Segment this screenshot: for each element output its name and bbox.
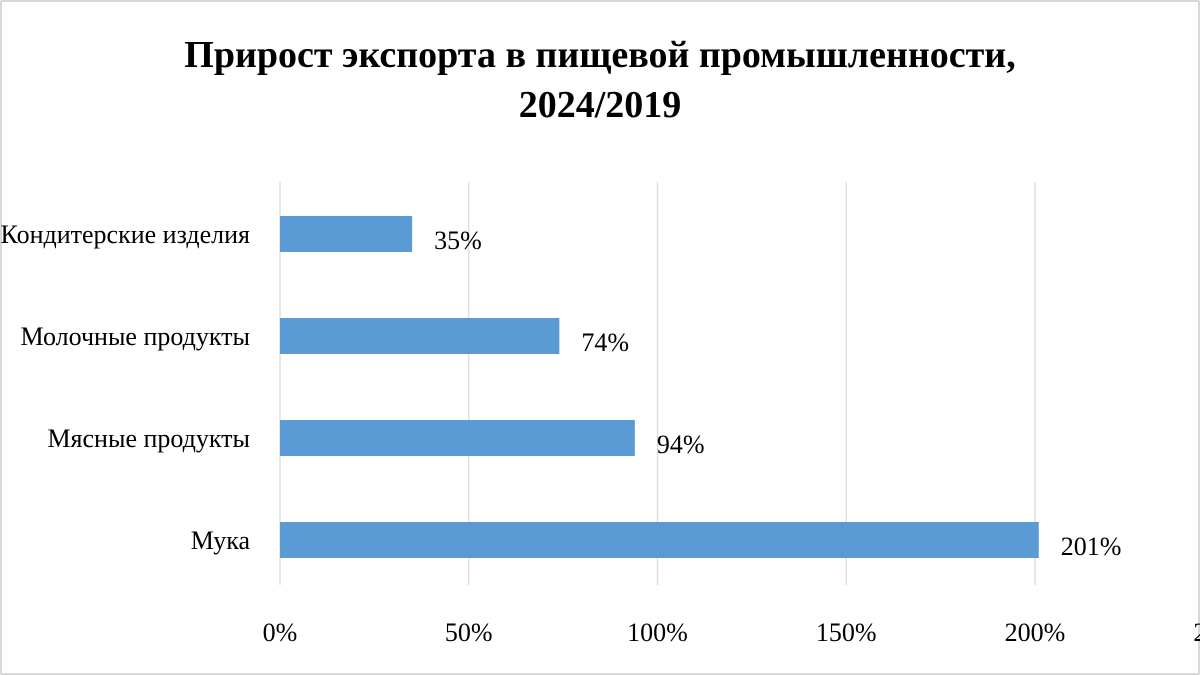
x-tick-label: 250% xyxy=(1193,618,1200,647)
gridlines xyxy=(279,182,1036,585)
x-tick-label: 200% xyxy=(1005,618,1066,647)
bar xyxy=(280,318,560,354)
chart-title-line-1: Прирост экспорта в пищевой промышленност… xyxy=(184,34,1016,76)
data-label: 74% xyxy=(581,328,629,357)
category-label: Кондитерские изделия xyxy=(1,220,251,249)
x-tick-label: 0% xyxy=(263,618,298,647)
labels: 0% 50% 100% 150% 200% 250% Кондитерские издели… xyxy=(1,220,1200,647)
chart-title: Прирост экспорта в пищевой промышленност… xyxy=(0,30,1200,130)
data-label: 201% xyxy=(1061,532,1122,561)
bar xyxy=(280,522,1039,558)
x-tick-label: 150% xyxy=(816,618,877,647)
category-label: Молочные продукты xyxy=(21,322,250,351)
bar xyxy=(280,420,635,456)
bar xyxy=(280,216,413,252)
x-tick-label: 100% xyxy=(627,618,688,647)
x-tick-label: 50% xyxy=(445,618,493,647)
data-label: 35% xyxy=(434,226,482,255)
data-label: 94% xyxy=(657,430,705,459)
chart-title-line-2: 2024/2019 xyxy=(518,84,682,126)
category-label: Мука xyxy=(191,526,251,555)
bars xyxy=(280,216,1039,558)
category-label: Мясные продукты xyxy=(47,424,250,453)
